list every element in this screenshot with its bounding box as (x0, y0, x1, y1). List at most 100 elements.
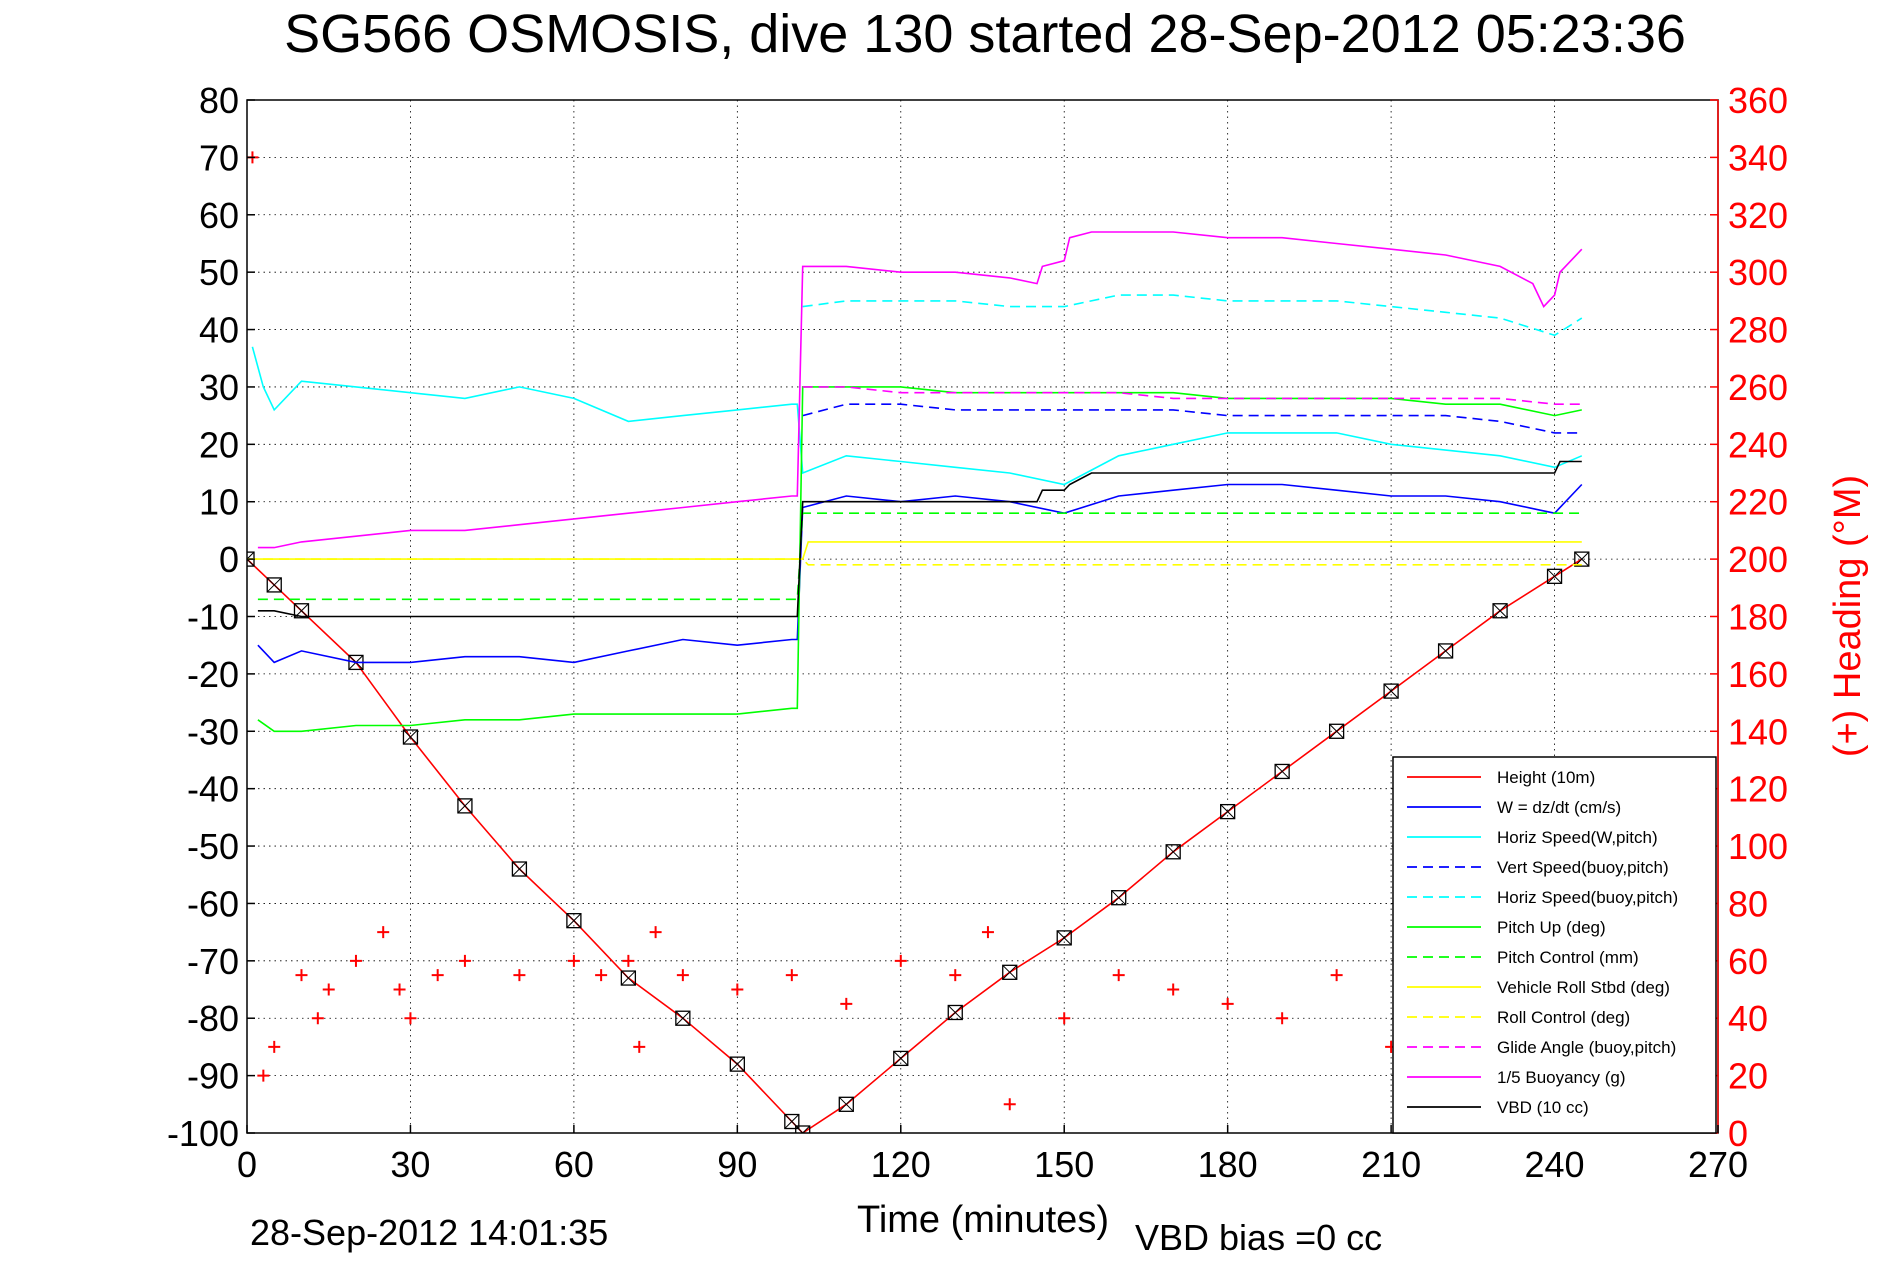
right-axis: 3603403203002802602402202001801601401201… (1710, 80, 1788, 1154)
height-marker (1492, 603, 1508, 619)
heading-point (1276, 1012, 1289, 1025)
legend-label-vbd: VBD (10 cc) (1497, 1098, 1589, 1117)
y2-tick-label: 40 (1728, 998, 1768, 1039)
y2-tick-label: 240 (1728, 424, 1788, 465)
heading-point (567, 954, 580, 967)
height-marker (795, 1125, 811, 1133)
y2-tick-label: 100 (1728, 826, 1788, 867)
legend-label-horiz_buoy: Horiz Speed(buoy,pitch) (1497, 888, 1678, 907)
x-tick-label: 270 (1688, 1144, 1748, 1185)
heading-point (458, 954, 471, 967)
heading-point (595, 969, 608, 982)
x-tick-label: 30 (390, 1144, 430, 1185)
y2-tick-label: 20 (1728, 1056, 1768, 1097)
height-marker-cross (457, 798, 473, 814)
y2-tick-label: 320 (1728, 195, 1788, 236)
height-marker (402, 729, 419, 745)
height-marker-cross (893, 1051, 909, 1066)
height-marker (457, 798, 473, 814)
x-tick-label: 0 (237, 1144, 257, 1185)
series-w (257, 483, 1583, 664)
height-marker (1274, 763, 1290, 780)
x-axis-label: Time (minutes) (857, 1199, 1109, 1241)
height-marker-cross (675, 1010, 691, 1026)
height-marker (1056, 930, 1072, 946)
height-marker (266, 577, 282, 593)
x-tick-label: 120 (871, 1144, 931, 1185)
heading-point (377, 926, 390, 939)
series-heading (247, 151, 1534, 1111)
height-marker-cross (1056, 930, 1072, 946)
height-marker (784, 1113, 800, 1130)
height-marker (566, 913, 582, 929)
y-tick-label: -60 (187, 883, 239, 924)
legend-label-pitch_ctrl: Pitch Control (mm) (1497, 948, 1639, 967)
height-marker (729, 1056, 745, 1072)
height-marker (1220, 803, 1236, 820)
height-marker (511, 861, 528, 877)
height-marker (1546, 568, 1563, 584)
series-buoy (257, 231, 1583, 549)
height-marker-cross (621, 970, 636, 986)
y-tick-label: 0 (219, 539, 239, 580)
y-tick-label: -50 (187, 826, 239, 867)
y-tick-label: 20 (199, 424, 239, 465)
height-marker-cross (1274, 764, 1290, 779)
heading-point (1112, 969, 1125, 982)
series-horiz_buoy (802, 294, 1583, 337)
x-tick-label: 90 (717, 1144, 757, 1185)
y2-tick-label: 220 (1728, 482, 1788, 523)
height-marker (1574, 551, 1590, 567)
y2-tick-label: 260 (1728, 367, 1788, 408)
y2-tick-label: 60 (1728, 941, 1768, 982)
height-marker-cross (838, 1096, 854, 1112)
heading-point (1221, 997, 1234, 1010)
height-marker-cross (1002, 964, 1018, 980)
x-tick-label: 210 (1361, 1144, 1421, 1185)
heading-point (1167, 983, 1180, 996)
y-tick-label: -10 (187, 597, 239, 638)
height-marker-cross (1574, 551, 1590, 567)
heading-point (622, 954, 635, 967)
heading-point (404, 1012, 417, 1025)
legend: Height (10m) W = dz/dt (cm/s) Horiz Speed(… (1392, 756, 1717, 1134)
footer-vbd-bias: VBD bias =0 cc (1135, 1217, 1382, 1258)
left-axis: 80 70 60 50 40 30 20 10 0 -10 -20 -30 -40 -50 -60 -70 -8… (167, 80, 255, 1154)
y-tick-label: 50 (199, 252, 239, 293)
height-marker (947, 1004, 963, 1021)
legend-label-vert_buoy: Vert Speed(buoy,pitch) (1497, 858, 1669, 877)
heading-point (295, 969, 308, 982)
height-marker-cross (566, 913, 582, 929)
y-tick-label: 80 (199, 80, 239, 121)
height-marker-cross (1547, 568, 1562, 584)
height-marker (675, 1010, 691, 1026)
heading-point (393, 983, 406, 996)
legend-label-pitch: Pitch Up (deg) (1497, 918, 1606, 937)
height-marker (1002, 964, 1018, 980)
y-tick-label: -90 (187, 1056, 239, 1097)
height-marker-cross (512, 861, 527, 877)
y-tick-label: -70 (187, 941, 239, 982)
heading-point (268, 1040, 281, 1053)
height-marker (1328, 723, 1345, 739)
heading-point (1003, 1098, 1016, 1111)
height-marker (1437, 643, 1454, 659)
height-marker (620, 970, 637, 986)
heading-point (840, 997, 853, 1010)
legend-label-w: W = dz/dt (cm/s) (1497, 798, 1621, 817)
heading-point (676, 969, 689, 982)
height-marker-cross (1438, 643, 1453, 659)
series-layer (247, 151, 1590, 1133)
height-marker-cross (1165, 844, 1181, 860)
height-marker-cross (729, 1056, 745, 1072)
height-marker (838, 1096, 854, 1112)
legend-label-height: Height (10m) (1497, 768, 1595, 787)
series-roll_ctrl (247, 558, 1582, 566)
series-height (247, 558, 1583, 1133)
heading-point (949, 969, 962, 982)
y-tick-label: -80 (187, 998, 239, 1039)
x-tick-label: 150 (1034, 1144, 1094, 1185)
height-marker (293, 603, 310, 619)
height-marker (1383, 683, 1399, 699)
